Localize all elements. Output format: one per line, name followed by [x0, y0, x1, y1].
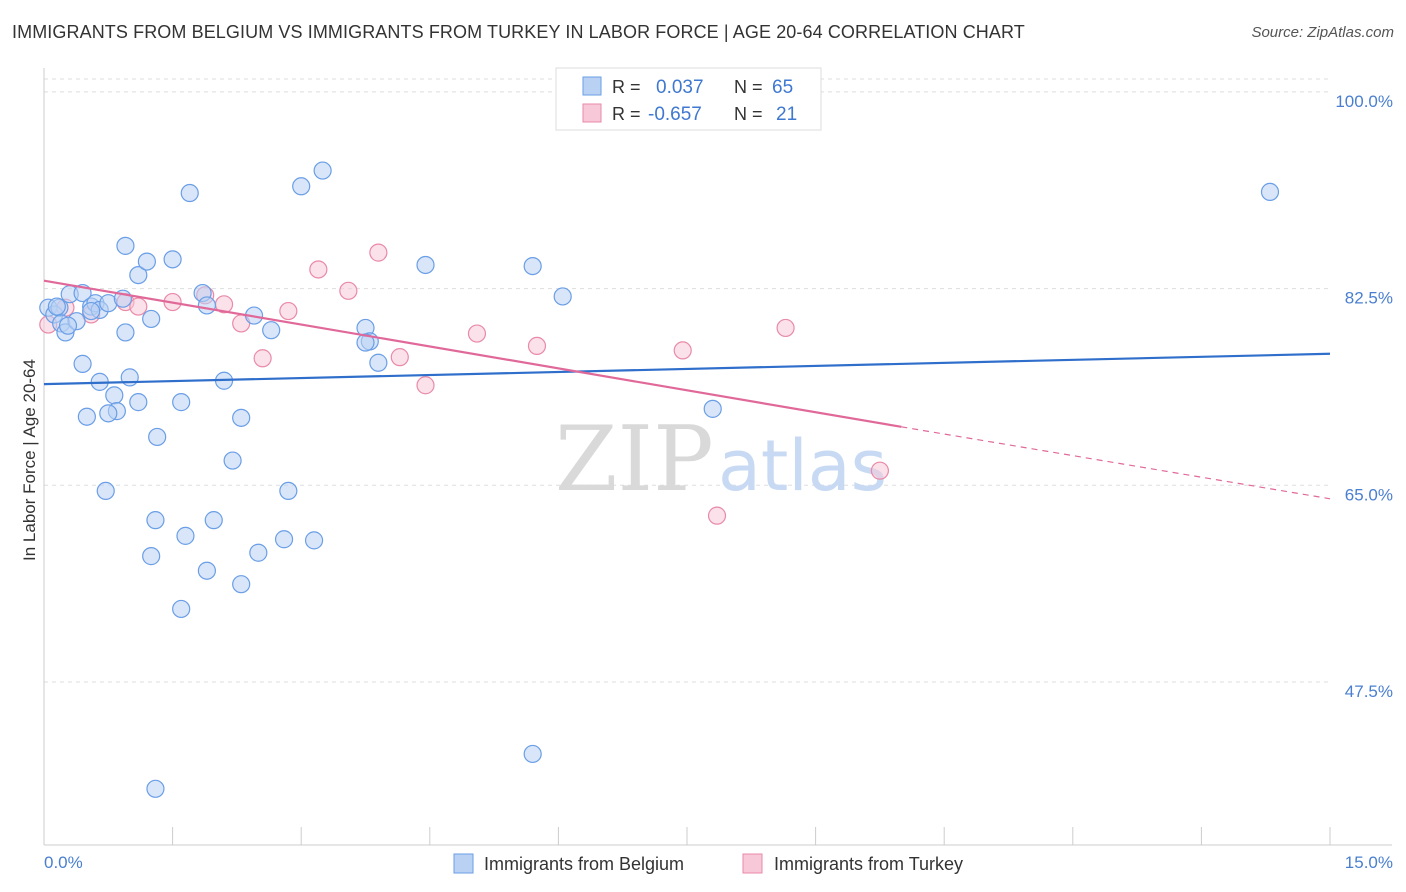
y-tick-label-1: 82.5%: [1345, 289, 1393, 308]
belgium-point-48: [1260, 182, 1280, 202]
belgium-point-22: [129, 393, 148, 412]
belgium-point-14: [77, 407, 96, 426]
belgium-point-59: [146, 779, 165, 798]
turkey-point-16: [467, 324, 487, 343]
legend-n-value-belgium: 65: [772, 77, 793, 98]
belgium-point-26: [129, 265, 148, 285]
belgium-point-64: [47, 297, 66, 316]
belgium-point-60: [523, 744, 542, 764]
belgium-point-55: [249, 543, 268, 562]
turkey-trendline-extension: [901, 426, 1331, 500]
turkey-point-17: [527, 336, 547, 356]
belgium-point-16: [105, 386, 124, 405]
turkey-point-4: [129, 297, 148, 316]
axes: [43, 68, 1392, 846]
legend-swatch-turkey: [582, 103, 602, 123]
belgium-point-32: [197, 296, 216, 315]
belgium-point-30: [180, 183, 199, 203]
turkey-point-19: [776, 318, 795, 338]
belgium-point-61: [356, 333, 375, 352]
tick-labels: 100.0% 82.5% 65.0% 47.5% 0.0% 15.0%: [44, 92, 1393, 872]
belgium-point-45: [523, 256, 542, 276]
belgium-point-56: [274, 530, 294, 549]
turkey-point-14: [390, 348, 409, 367]
x-tick-label-0: 0.0%: [44, 853, 83, 872]
belgium-point-25: [116, 236, 135, 255]
turkey-point-21: [870, 461, 890, 480]
belgium-point-37: [262, 321, 281, 340]
watermark-atlas: atlas: [718, 425, 887, 507]
belgium-point-27: [137, 252, 156, 271]
legend-r-value-turkey: -0.657: [648, 104, 702, 125]
turkey-point-12: [339, 281, 358, 300]
belgium-point-62: [58, 316, 78, 335]
belgium-point-18: [99, 404, 118, 423]
bottom-legend-swatch-belgium: [453, 853, 474, 874]
trendlines: [43, 279, 1331, 500]
belgium-point-13: [73, 354, 92, 373]
belgium-point-28: [163, 250, 182, 269]
watermark-zip: ZIP: [555, 407, 714, 512]
belgium-point-35: [232, 408, 251, 427]
y-axis-label: In Labor Force | Age 20-64: [20, 359, 39, 561]
bottom-legend-label-turkey: Immigrants from Turkey: [774, 854, 963, 874]
belgium-point-44: [416, 255, 435, 275]
source-label: Source: ZipAtlas.com: [1251, 24, 1394, 41]
belgium-point-19: [96, 481, 115, 501]
legend-n-label-turkey: N =: [734, 104, 763, 124]
belgium-point-20: [116, 323, 135, 342]
belgium-point-47: [703, 399, 722, 418]
belgium-point-52: [197, 561, 216, 580]
bottom-legend-swatch-turkey: [742, 853, 763, 874]
legend-n-value-turkey: 21: [776, 104, 797, 125]
turkey-point-10: [279, 301, 298, 321]
turkey-point-20: [707, 506, 727, 525]
belgium-trendline: [43, 352, 1331, 386]
belgium-point-57: [304, 531, 324, 550]
belgium-point-23: [142, 309, 161, 329]
legend-r-label-turkey: R =: [612, 104, 641, 124]
belgium-point-50: [142, 547, 161, 566]
correlation-legend: R = 0.037 N = 65 R = -0.657 N = 21: [555, 67, 822, 131]
series-legend: Immigrants from Belgium Immigrants from …: [453, 853, 963, 874]
turkey-point-15: [416, 376, 435, 395]
belgium-point-54: [232, 575, 251, 594]
turkey-point-18: [673, 341, 692, 360]
y-tick-label-0: 100.0%: [1335, 92, 1393, 111]
belgium-point-46: [553, 287, 572, 306]
legend-swatch-belgium: [582, 76, 602, 96]
y-tick-label-3: 47.5%: [1345, 682, 1393, 701]
belgium-point-51: [176, 526, 195, 545]
belgium-point-29: [172, 393, 191, 412]
x-tick-label-1: 15.0%: [1345, 853, 1393, 872]
belgium-point-38: [279, 481, 298, 501]
turkey-point-13: [369, 243, 388, 262]
chart-title: IMMIGRANTS FROM BELGIUM VS IMMIGRANTS FR…: [12, 22, 1025, 42]
belgium-point-40: [313, 161, 332, 180]
belgium-point-58: [172, 599, 191, 619]
turkey-point-9: [253, 349, 272, 368]
turkey-point-11: [309, 260, 328, 279]
legend-n-label-belgium: N =: [734, 77, 763, 97]
belgium-point-49: [146, 511, 165, 530]
belgium-point-34: [223, 451, 242, 470]
y-tick-label-2: 65.0%: [1345, 485, 1393, 504]
turkey-trendline: [43, 279, 902, 428]
belgium-point-24: [148, 427, 167, 447]
belgium-point-63: [82, 301, 101, 321]
belgium-point-53: [204, 511, 223, 530]
bottom-legend-label-belgium: Immigrants from Belgium: [484, 854, 684, 874]
belgium-point-43: [369, 353, 388, 372]
belgium-point-39: [292, 177, 311, 196]
legend-r-value-belgium: 0.037: [656, 77, 704, 98]
legend-r-label-belgium: R =: [612, 77, 641, 97]
